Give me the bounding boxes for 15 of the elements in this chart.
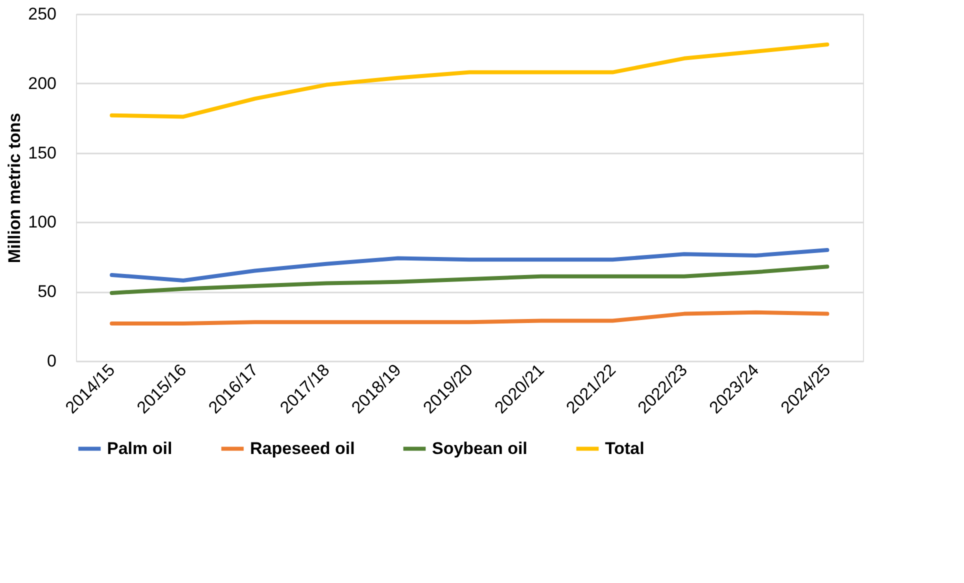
line-series bbox=[110, 248, 830, 282]
legend-label: Soybean oil bbox=[432, 438, 528, 458]
y-tick-label: 150 bbox=[28, 143, 56, 162]
line-series bbox=[110, 264, 830, 295]
y-tick-label: 0 bbox=[47, 352, 56, 370]
y-axis-title: Million metric tons bbox=[5, 112, 24, 264]
line-series bbox=[110, 42, 830, 119]
y-tick-label: 100 bbox=[28, 212, 56, 232]
line-series bbox=[110, 310, 830, 326]
y-tick-label: 200 bbox=[28, 74, 56, 93]
legend-label: Total bbox=[605, 438, 644, 458]
legend-label: Palm oil bbox=[107, 438, 172, 458]
y-tick-label: 50 bbox=[38, 282, 56, 302]
legend-label: Rapeseed oil bbox=[250, 438, 355, 458]
y-tick-label: 250 bbox=[28, 4, 56, 24]
